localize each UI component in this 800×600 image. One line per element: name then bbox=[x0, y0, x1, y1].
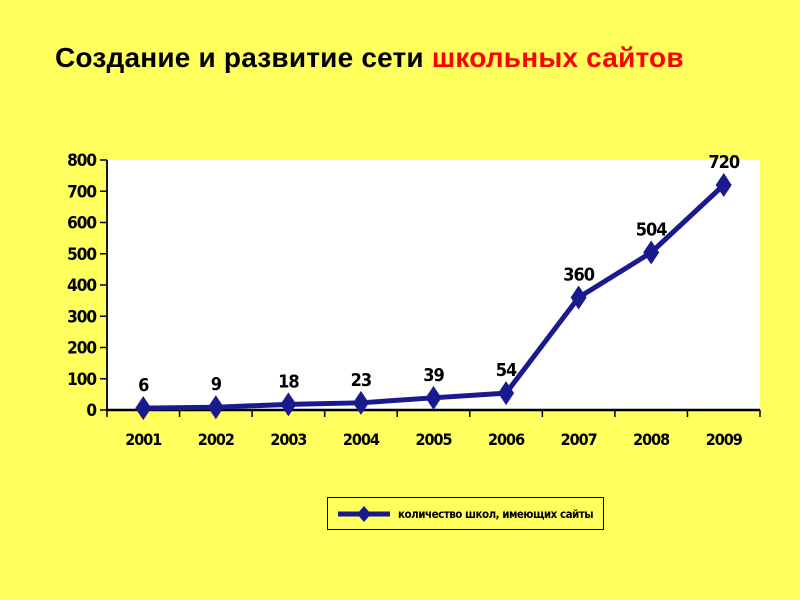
data-point-marker bbox=[207, 395, 224, 420]
data-point-label: 6 bbox=[138, 375, 149, 396]
data-point-label: 39 bbox=[423, 365, 444, 386]
plot-area bbox=[107, 160, 760, 410]
data-point-marker bbox=[715, 173, 732, 197]
data-point-marker bbox=[352, 390, 369, 415]
title-text-black: Создание и развитие сети bbox=[55, 42, 432, 73]
page-title: Создание и развитие сети школьных сайтов bbox=[55, 42, 755, 74]
y-tick-label: 800 bbox=[67, 151, 96, 171]
data-point-label: 23 bbox=[351, 370, 372, 391]
data-point-label: 54 bbox=[496, 360, 517, 381]
data-point-marker bbox=[280, 392, 297, 417]
title-text-red: школьных сайтов bbox=[431, 42, 684, 73]
x-axis-label: 2007 bbox=[561, 430, 597, 449]
data-point-marker bbox=[570, 285, 587, 310]
x-axis-label: 2003 bbox=[270, 430, 306, 449]
data-point-label: 360 bbox=[563, 265, 595, 286]
data-point-marker bbox=[425, 385, 442, 410]
y-tick-label: 200 bbox=[67, 339, 96, 359]
data-point-label: 720 bbox=[708, 152, 740, 173]
legend-line-marker-icon bbox=[338, 505, 390, 522]
y-tick-label: 400 bbox=[67, 276, 96, 296]
x-axis-label: 2002 bbox=[198, 430, 234, 449]
x-axis-label: 2006 bbox=[488, 430, 525, 449]
y-tick-label: 500 bbox=[67, 245, 96, 265]
data-point-label: 18 bbox=[278, 371, 299, 392]
y-tick-label: 300 bbox=[67, 307, 96, 327]
y-tick-label: 0 bbox=[86, 401, 96, 421]
legend-label: количество школ, имеющих сайты bbox=[398, 506, 594, 521]
y-tick-label: 100 bbox=[67, 370, 96, 390]
data-point-marker bbox=[643, 240, 660, 265]
data-point-marker bbox=[498, 381, 515, 406]
data-point-label: 9 bbox=[211, 374, 222, 395]
x-axis-label: 2009 bbox=[706, 430, 743, 449]
y-tick-label: 600 bbox=[67, 214, 96, 234]
x-axis-label: 2001 bbox=[125, 430, 162, 449]
x-axis-label: 2008 bbox=[633, 430, 670, 449]
x-axis-label: 2005 bbox=[415, 430, 452, 449]
x-axis-label: 2004 bbox=[343, 430, 380, 449]
data-point-marker bbox=[135, 396, 152, 421]
chart-legend: количество школ, имеющих сайты bbox=[327, 497, 605, 530]
y-tick-label: 700 bbox=[67, 182, 96, 202]
data-point-label: 504 bbox=[636, 220, 668, 241]
